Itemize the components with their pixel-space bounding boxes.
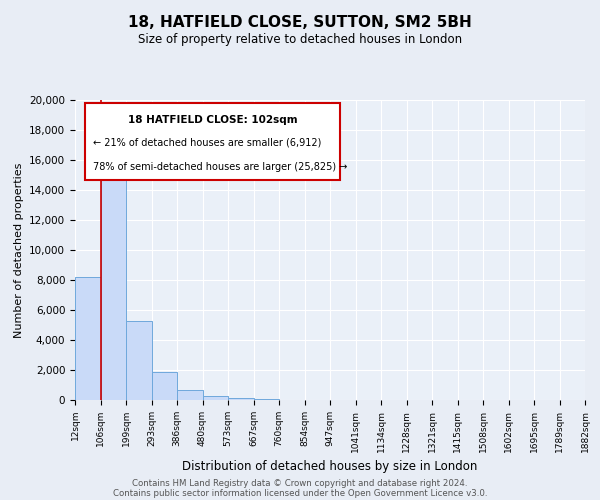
Bar (75, 277, 101, 400)
Text: 18 HATFIELD CLOSE: 102sqm: 18 HATFIELD CLOSE: 102sqm (128, 115, 298, 125)
Bar (203, 396, 228, 400)
Text: Contains HM Land Registry data © Crown copyright and database right 2024.: Contains HM Land Registry data © Crown c… (132, 478, 468, 488)
Y-axis label: Number of detached properties: Number of detached properties (14, 162, 23, 338)
Bar (151, 372, 177, 400)
FancyBboxPatch shape (85, 103, 340, 180)
Text: Contains public sector information licensed under the Open Government Licence v3: Contains public sector information licen… (113, 488, 487, 498)
Text: 18, HATFIELD CLOSE, SUTTON, SM2 5BH: 18, HATFIELD CLOSE, SUTTON, SM2 5BH (128, 15, 472, 30)
Text: ← 21% of detached houses are smaller (6,912): ← 21% of detached houses are smaller (6,… (93, 138, 321, 147)
Bar (101, 151, 126, 400)
Bar (126, 320, 151, 400)
Text: Size of property relative to detached houses in London: Size of property relative to detached ho… (138, 32, 462, 46)
Bar (254, 398, 279, 400)
Bar (177, 390, 203, 400)
Bar (228, 398, 254, 400)
Text: 78% of semi-detached houses are larger (25,825) →: 78% of semi-detached houses are larger (… (93, 162, 347, 172)
X-axis label: Distribution of detached houses by size in London: Distribution of detached houses by size … (182, 460, 478, 473)
